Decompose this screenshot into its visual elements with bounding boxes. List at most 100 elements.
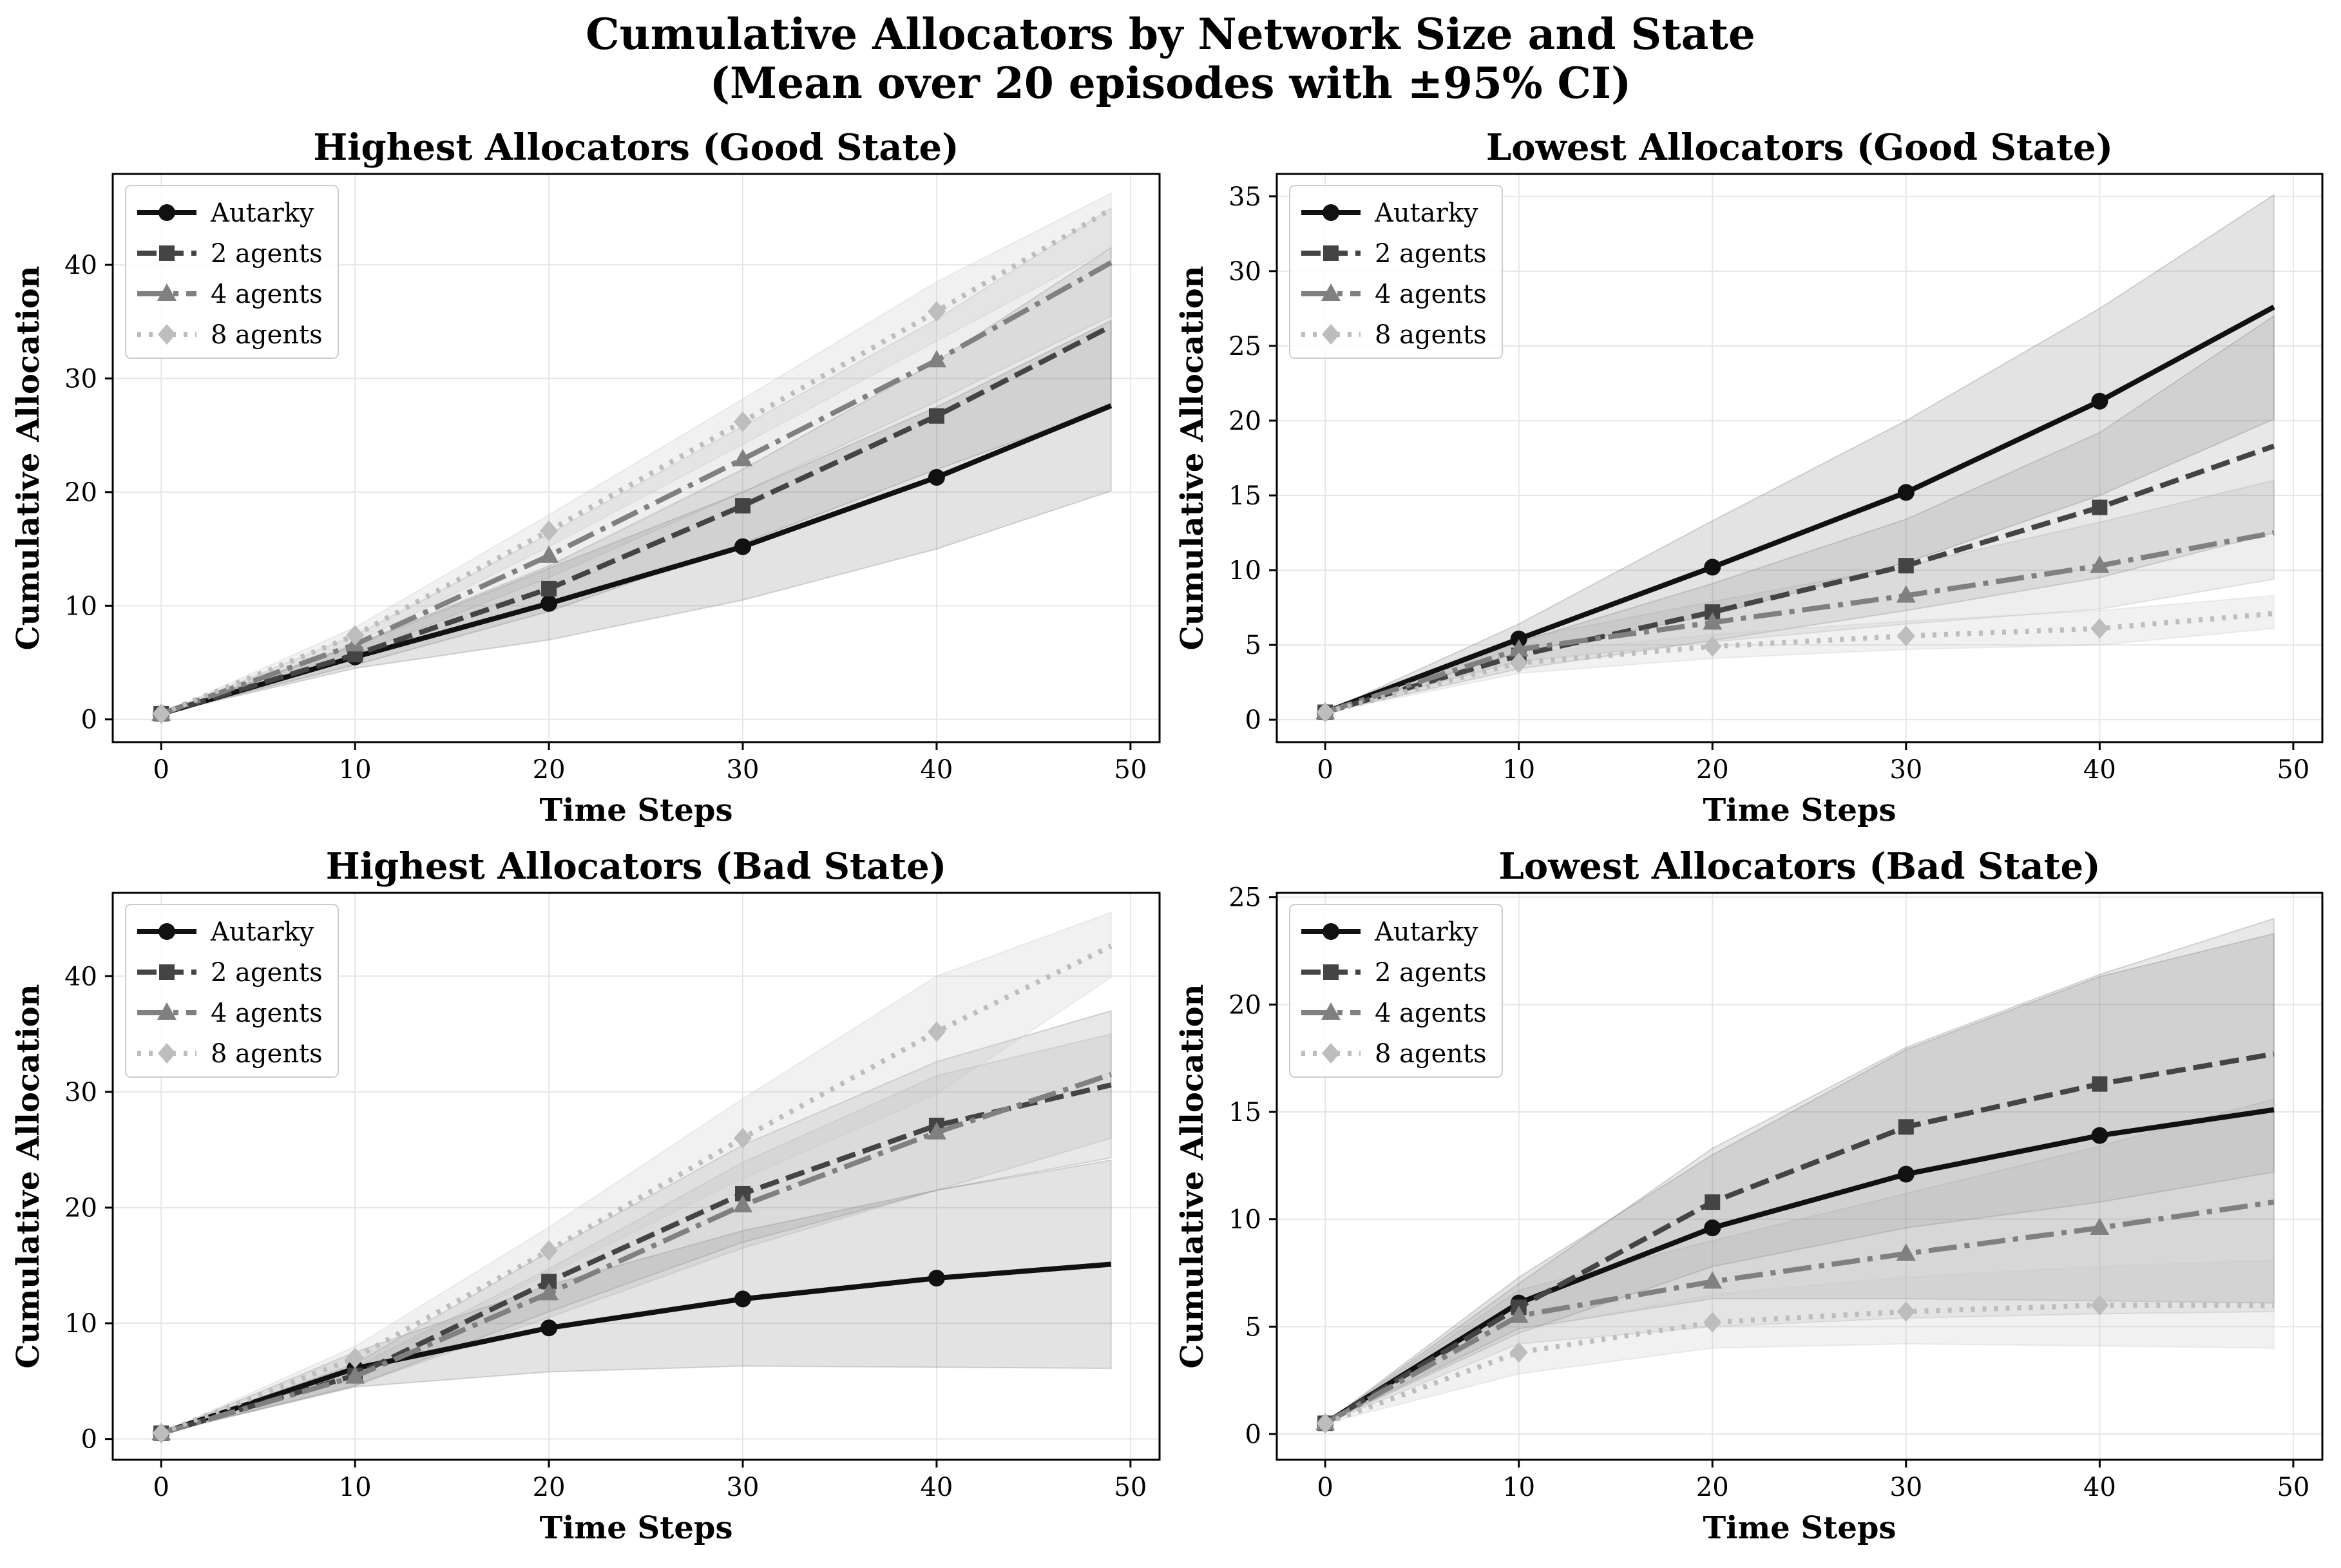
data-point xyxy=(345,1366,365,1384)
legend-label: 8 agents xyxy=(1375,320,1487,350)
data-point xyxy=(539,1283,559,1301)
data-point xyxy=(2092,499,2108,515)
series-line xyxy=(1324,1107,2275,1426)
data-point xyxy=(1703,636,1722,657)
ci-band xyxy=(160,912,1112,1434)
legend-label: 4 agents xyxy=(1375,999,1487,1028)
x-tick-label: 30 xyxy=(727,755,760,785)
data-point xyxy=(539,545,559,563)
legend-box xyxy=(1289,185,1503,359)
y-tick-label: 20 xyxy=(64,1193,97,1223)
legend-marker xyxy=(157,1002,177,1020)
data-point xyxy=(926,350,946,368)
data-point xyxy=(1316,1413,1335,1434)
legend-marker xyxy=(1322,324,1340,345)
series-line xyxy=(1324,305,2275,715)
data-point xyxy=(734,1290,752,1308)
y-tick-label: 40 xyxy=(64,962,97,991)
legend-label: Autarky xyxy=(210,917,314,947)
data-point xyxy=(2090,618,2109,639)
legend-marker xyxy=(157,283,177,301)
data-point xyxy=(152,703,171,724)
data-point xyxy=(2091,1127,2108,1144)
legend: Autarky 2 agents 4 agents 8 agents xyxy=(1289,904,1503,1078)
y-tick-label: 30 xyxy=(64,365,97,394)
x-tick-label: 0 xyxy=(153,755,169,785)
data-point xyxy=(734,538,752,555)
x-axis-label: Time Steps xyxy=(1703,1510,1897,1546)
x-tick-label: 40 xyxy=(920,1473,953,1502)
data-point xyxy=(1509,1342,1528,1363)
y-tick-label: 15 xyxy=(1228,1098,1261,1127)
data-point xyxy=(2090,555,2110,573)
legend-label: 2 agents xyxy=(211,958,323,988)
ci-band xyxy=(1324,917,2275,1424)
y-tick-label: 20 xyxy=(64,478,97,508)
series-line xyxy=(160,207,1113,716)
data-point xyxy=(927,301,946,322)
plot-frame xyxy=(1276,173,2324,743)
legend: Autarky 2 agents 4 agents 8 agents xyxy=(125,185,339,359)
legend-box xyxy=(125,904,339,1078)
data-point xyxy=(926,1122,946,1140)
subplot-title: Highest Allocators (Bad State) xyxy=(326,845,946,888)
x-tick-label: 40 xyxy=(920,755,953,785)
figure-title-line2: (Mean over 20 episodes with ±95% CI) xyxy=(710,58,1631,108)
data-point xyxy=(2091,392,2108,410)
ci-band xyxy=(1324,933,2275,1424)
data-point xyxy=(1897,626,1915,647)
y-tick-label: 20 xyxy=(1228,990,1261,1020)
legend-marker xyxy=(1323,245,1339,261)
x-axis-label: Time Steps xyxy=(1703,792,1897,828)
y-tick-label: 40 xyxy=(64,251,97,280)
data-point xyxy=(1705,1194,1721,1210)
data-point xyxy=(1509,1305,1529,1323)
x-tick-label: 20 xyxy=(533,1473,566,1502)
legend-label: 2 agents xyxy=(1375,958,1487,988)
data-point xyxy=(2090,1218,2110,1235)
subplot-2: Lowest Allocators (Good State) 0 10 20 30 40 5… xyxy=(1174,126,2324,828)
plot-frame xyxy=(111,892,1161,1461)
x-tick-label: 10 xyxy=(339,755,372,785)
x-tick-label: 50 xyxy=(2277,755,2309,785)
ci-band xyxy=(1324,479,2275,713)
data-point xyxy=(1509,639,1529,657)
x-axis-label: Time Steps xyxy=(540,792,733,828)
ci-band xyxy=(160,207,1112,714)
legend-box xyxy=(125,185,339,359)
y-tick-label: 10 xyxy=(1228,1205,1261,1235)
ci-band xyxy=(160,246,1112,714)
x-tick-label: 30 xyxy=(1889,1473,1922,1502)
data-point xyxy=(928,408,944,424)
y-tick-label: 10 xyxy=(64,1309,97,1339)
y-tick-label: 5 xyxy=(1245,631,1261,660)
data-point xyxy=(928,468,945,486)
y-tick-label: 0 xyxy=(1245,1420,1261,1449)
data-point xyxy=(2092,1076,2108,1092)
series-line xyxy=(160,260,1113,716)
y-tick-label: 35 xyxy=(1228,182,1261,212)
legend-label: 2 agents xyxy=(1375,239,1487,269)
legend: Autarky 2 agents 4 agents 8 agents xyxy=(125,904,339,1078)
legend-box xyxy=(1289,904,1503,1078)
legend-marker xyxy=(158,1043,176,1064)
data-point xyxy=(1704,1219,1721,1236)
legend-marker xyxy=(1321,283,1341,301)
y-tick-label: 0 xyxy=(81,705,97,735)
x-tick-label: 0 xyxy=(1317,755,1333,785)
legend-label: 8 agents xyxy=(211,320,323,350)
y-tick-label: 30 xyxy=(64,1078,97,1107)
ci-band xyxy=(160,319,1112,714)
data-point xyxy=(540,520,559,541)
x-tick-label: 10 xyxy=(339,1473,372,1502)
data-point xyxy=(1896,585,1916,603)
x-tick-label: 50 xyxy=(1114,1473,1147,1502)
legend-label: 4 agents xyxy=(211,999,323,1028)
legend-label: 2 agents xyxy=(211,239,323,269)
y-axis-label: Cumulative Allocation xyxy=(10,984,46,1368)
legend-label: Autarky xyxy=(1374,917,1478,947)
legend-marker xyxy=(159,964,175,980)
series-line xyxy=(1324,530,2275,715)
data-point xyxy=(1897,1165,1915,1183)
